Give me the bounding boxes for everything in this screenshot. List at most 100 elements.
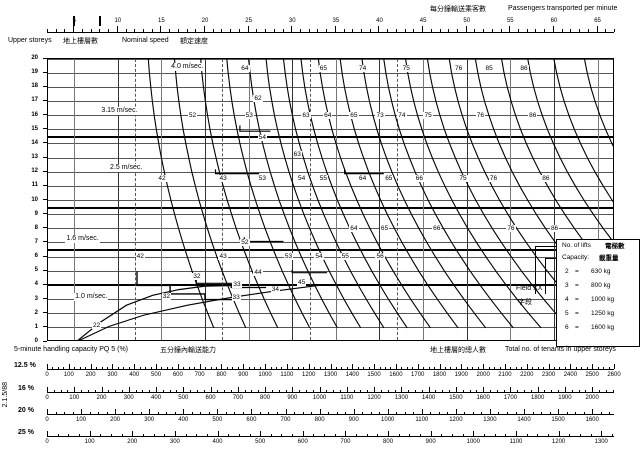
bottom-scale-tick (224, 389, 226, 392)
top-axis-tick (317, 29, 319, 32)
bottom-scale-tick (206, 433, 208, 436)
top-axis-tick (614, 29, 615, 32)
bottom-scale-tick-label: 1600 (476, 395, 490, 401)
legend-leader-line-capacity-vertical (545, 258, 546, 294)
field-label: 66 (414, 175, 424, 183)
bottom-scale-tick (210, 387, 212, 392)
bottom-scale-tick (409, 433, 411, 436)
bottom-scale-tick (515, 431, 517, 436)
bottom-scale-tick (169, 389, 171, 392)
bottom-scale-tick (328, 411, 330, 414)
bottom-scale-tick-label: 2600 (607, 372, 621, 378)
lift-performance-curve (265, 59, 362, 329)
bottom-scale-tick (477, 366, 479, 369)
bottom-scale-tick-label: 1600 (389, 372, 403, 378)
bottom-scale-tick (420, 433, 422, 436)
bottom-scale-tick-label: 900 (425, 439, 436, 445)
bottom-scale-tick (191, 411, 193, 414)
top-axis-tick (308, 29, 310, 32)
bottom-scale-tick (150, 366, 152, 369)
bottom-scale-tick (481, 411, 483, 414)
bottom-scale-tick-label: 1300 (594, 439, 608, 445)
top-axis-tick (230, 29, 232, 32)
storey-gridline (48, 327, 613, 329)
bottom-scale-tick-label: 1500 (551, 417, 565, 423)
bottom-scale-tick (583, 411, 585, 414)
bottom-scale-row: 12.5 % 0 100 200 300 400 500 600 700 800 900 1000 11… (0, 362, 643, 386)
bottom-scale-tick-label: 1200 (367, 395, 381, 401)
field-label: 42 (157, 175, 167, 183)
bottom-scale-tick (417, 364, 419, 369)
bottom-scale-tick (156, 387, 158, 392)
top-axis-tick (160, 26, 162, 32)
field-label: 34 (270, 285, 281, 293)
top-axis-tick (526, 29, 528, 32)
bottom-scale-tick (314, 366, 316, 369)
bottom-scale-tick (599, 389, 600, 392)
bottom-scale-tick-label: 1000 (258, 372, 272, 378)
bottom-scale-tick (292, 387, 294, 392)
bottom-scale-tick (98, 411, 100, 414)
bottom-scale-tick (488, 366, 490, 369)
guide-dashed-line (396, 59, 398, 340)
bottom-scale-tick (196, 389, 198, 392)
bottom-scale-tick (592, 387, 594, 392)
bottom-scale-tick (579, 433, 581, 436)
field-label: 76 (506, 224, 516, 232)
bottom-scale-tick-label: 500 (212, 417, 223, 423)
lift-performance-curve (214, 169, 260, 175)
bottom-scale-tick-label: 300 (107, 372, 118, 378)
legend-box: No. of lifts 電梯數 Capacity: 載重量 2 = 630 kg 3… (535, 239, 640, 347)
bottom-scale-rule (47, 369, 614, 370)
bottom-scale-tick (319, 409, 321, 414)
bottom-scale-tick-label: 1100 (415, 417, 429, 423)
field-label: 32 (161, 292, 171, 300)
lift-performance-curve (195, 277, 267, 289)
bottom-axis-label-right-cjk: 地上樓層的總人數 (430, 346, 486, 354)
lift-performance-curve (248, 59, 338, 329)
bottom-scale-tick (63, 366, 65, 369)
bottom-scale-tick-label: 1200 (302, 372, 316, 378)
bottom-scale-tick (586, 366, 588, 369)
bottom-scale-tick (462, 433, 464, 436)
bottom-axis-label-right-en: Total no. of tenants in upper storeys (505, 346, 616, 353)
bottom-scale-tick (455, 387, 457, 392)
bottom-scale-tick (346, 387, 348, 392)
bottom-scale-tick (106, 411, 108, 414)
bottom-scale-tick-label: 1900 (454, 372, 469, 378)
bottom-scale-tick (505, 433, 507, 436)
bottom-scale-tick (385, 366, 387, 369)
bottom-scale-tick (569, 433, 571, 436)
bottom-scale-tick-label: 1000 (312, 395, 327, 401)
left-axis-tick-label: 13 (31, 154, 38, 161)
bottom-scale-tick (537, 366, 539, 369)
bottom-scale-tick (90, 364, 92, 369)
bottom-scale-tick (472, 366, 474, 369)
bottom-scale-tick-label: 100 (69, 395, 80, 401)
field-label: 86 (528, 111, 538, 119)
top-axis-tick-label: 45 (419, 18, 427, 24)
bottom-scale-tick (476, 389, 478, 392)
bottom-axis-label-left-cjk: 五分鐘內輸送能力 (160, 346, 216, 354)
legend-capacity-code: 3 (565, 282, 569, 289)
field-label: 54 (314, 253, 324, 261)
bottom-scale-tick (238, 433, 240, 436)
bottom-scale-tick (270, 433, 272, 436)
bottom-scale-tick (585, 389, 587, 392)
field-label: 66 (432, 224, 442, 232)
bottom-scale-tick (398, 433, 400, 436)
field-label: 44 (253, 268, 263, 276)
bottom-scale-tick (74, 387, 76, 392)
bottom-scale-tick-label: 2300 (541, 372, 556, 378)
bottom-scale-tick-label: 1700 (503, 395, 518, 401)
lift-performance-curve (426, 59, 570, 329)
bottom-scale-tick (499, 366, 501, 369)
top-axis-tick (439, 29, 441, 32)
bottom-scale-tick (466, 366, 468, 369)
top-axis-tick (474, 29, 476, 32)
bottom-scale-tick-label: 300 (144, 417, 155, 423)
bottom-scale-tick-label: 1800 (432, 372, 447, 378)
top-axis-tick (535, 29, 537, 32)
bottom-scale-tick (232, 366, 234, 369)
bottom-scale-tick-label: 400 (212, 439, 223, 445)
